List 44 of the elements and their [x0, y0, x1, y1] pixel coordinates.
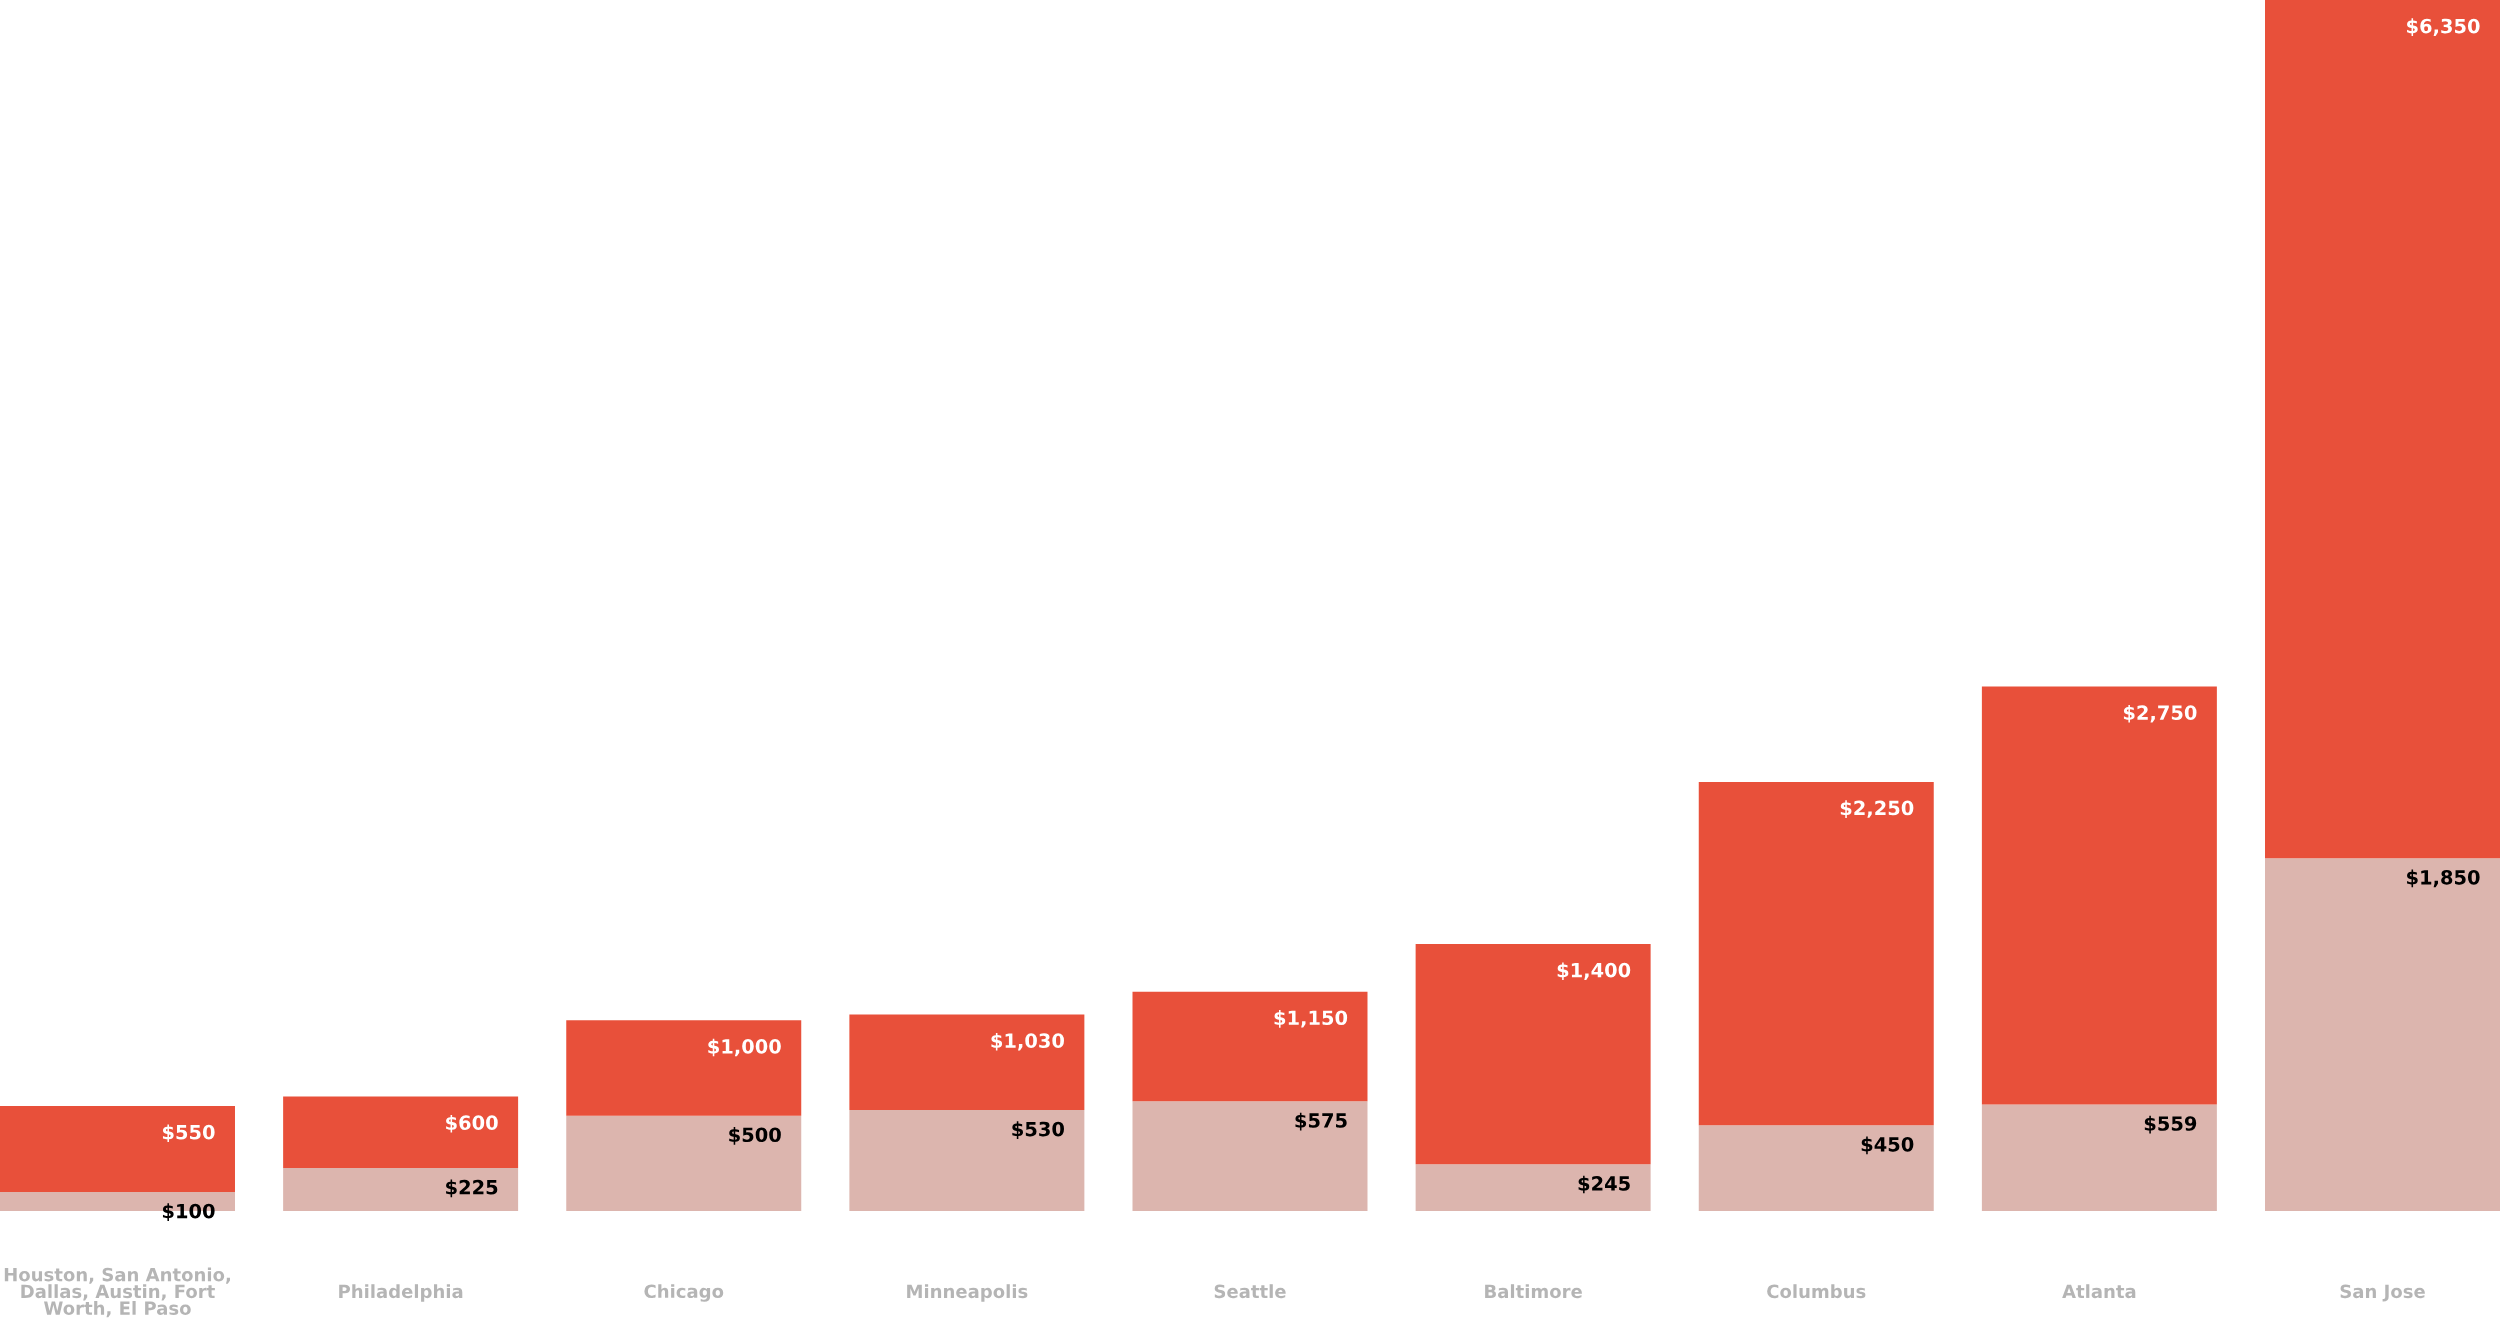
- data-label: $530: [1012, 1121, 1064, 1139]
- data-label: $1,850: [2407, 869, 2480, 888]
- x-tick-label: Seattle: [1214, 1284, 1286, 1299]
- bar: [1415, 1164, 1651, 1211]
- bar: [283, 1168, 519, 1211]
- total-label: $1,400: [1557, 962, 1631, 981]
- x-tick-label: Atlanta: [2062, 1284, 2136, 1299]
- x-tick-label: Chicago: [644, 1284, 724, 1302]
- bar: [283, 1096, 519, 1169]
- bar: [1981, 1104, 2217, 1211]
- bar: [1132, 1101, 1368, 1211]
- bar: [1981, 686, 2217, 1105]
- bar: [0, 1106, 235, 1192]
- data-label: $500: [729, 1127, 781, 1145]
- data-label: $245: [1578, 1175, 1630, 1194]
- x-tick-label: Philadelphia: [339, 1284, 463, 1302]
- total-label: $1,000: [708, 1038, 781, 1057]
- data-label: $575: [1295, 1112, 1347, 1131]
- total-label: $6,350: [2407, 18, 2480, 36]
- bar: [1415, 944, 1651, 1165]
- bar: [2265, 0, 2500, 859]
- bar: [566, 1115, 802, 1211]
- bar: [2265, 858, 2500, 1211]
- total-label: $1,030: [991, 1032, 1064, 1051]
- bar: [849, 1014, 1085, 1110]
- bar: [1698, 781, 1934, 1126]
- data-label: $559: [2144, 1115, 2197, 1134]
- total-label: $1,150: [1274, 1010, 1348, 1028]
- x-tick-label: Baltimore: [1485, 1284, 1582, 1299]
- x-tick-label: Columbus: [1767, 1284, 1866, 1299]
- x-tick-label: Houston, San Antonio, Dallas, Austin, Fort Worth, El Paso: [4, 1267, 230, 1318]
- x-tick-label: Minneapolis: [907, 1284, 1028, 1302]
- total-label: $550: [162, 1124, 215, 1143]
- bar: [566, 1020, 802, 1116]
- bar: [849, 1109, 1085, 1211]
- bar: [1698, 1125, 1934, 1211]
- x-tick-label: San Jose: [2340, 1284, 2425, 1302]
- bar: [1132, 991, 1368, 1102]
- data-label: $450: [1861, 1136, 1914, 1155]
- data-label: $100: [162, 1203, 215, 1221]
- total-label: $2,250: [1840, 800, 1914, 818]
- data-label: $225: [446, 1179, 498, 1198]
- total-label: $2,750: [2123, 704, 2197, 723]
- total-label: $600: [446, 1114, 498, 1133]
